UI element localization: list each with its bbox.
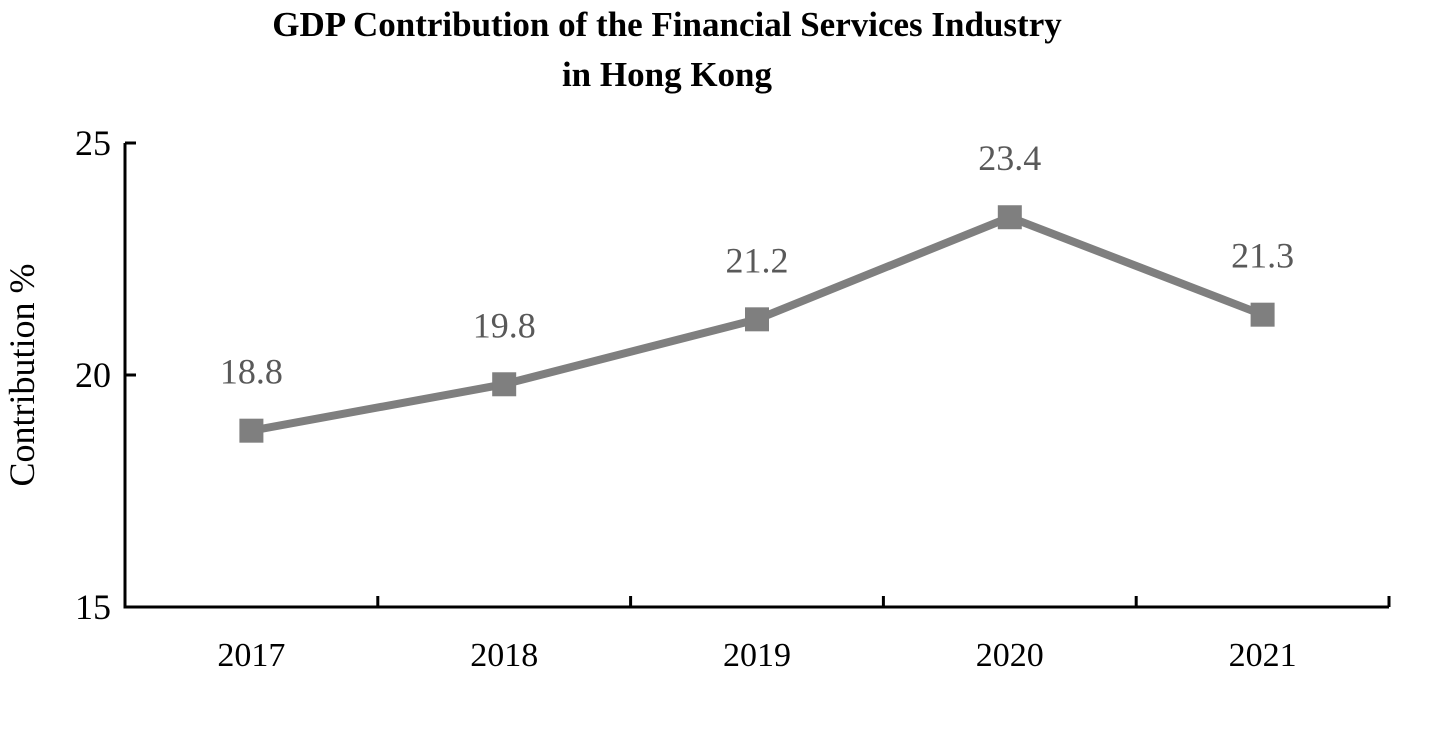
data-point-marker bbox=[239, 418, 264, 443]
y-tick-label: 15 bbox=[75, 587, 111, 627]
chart-title-line-2: in Hong Kong bbox=[562, 55, 773, 94]
data-point-marker bbox=[1250, 302, 1275, 327]
data-label: 19.8 bbox=[473, 305, 536, 345]
y-axis-label: Contribution % bbox=[2, 264, 42, 487]
x-tick-label: 2020 bbox=[976, 637, 1044, 674]
data-label: 21.2 bbox=[726, 240, 789, 280]
data-label: 23.4 bbox=[978, 138, 1041, 178]
x-tick-label: 2017 bbox=[217, 637, 285, 674]
y-tick-label: 25 bbox=[75, 123, 111, 163]
x-tick-label: 2019 bbox=[723, 637, 791, 674]
data-point-marker bbox=[745, 307, 769, 332]
data-point-marker bbox=[492, 372, 517, 397]
x-tick-label: 2021 bbox=[1229, 637, 1297, 674]
data-point-marker bbox=[997, 205, 1022, 230]
y-tick-label: 20 bbox=[75, 355, 111, 395]
data-label: 18.8 bbox=[220, 352, 283, 392]
data-label: 21.3 bbox=[1231, 236, 1294, 276]
chart-title-line-1: GDP Contribution of the Financial Servic… bbox=[272, 5, 1062, 44]
x-tick-label: 2018 bbox=[470, 637, 538, 674]
